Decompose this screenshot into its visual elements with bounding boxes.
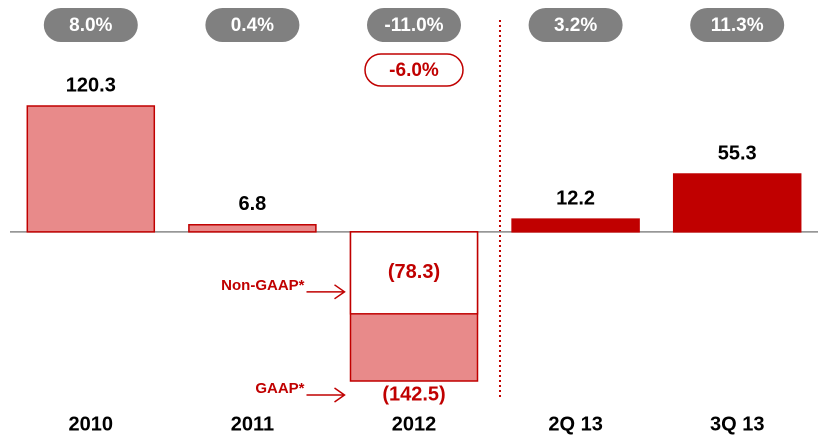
x-tick-label: 2010 bbox=[69, 413, 114, 435]
bar bbox=[349, 231, 479, 315]
margin-badge bbox=[205, 8, 300, 42]
x-tick-label: 2012 bbox=[392, 413, 437, 435]
value-label: 55.3 bbox=[718, 142, 757, 164]
series-label: Non-GAAP* bbox=[221, 277, 304, 294]
margin-badge bbox=[367, 8, 461, 42]
series-label: GAAP* bbox=[255, 380, 304, 397]
margin-badge bbox=[528, 8, 623, 42]
margin-label: -11.0% bbox=[384, 15, 443, 36]
value-label: 120.3 bbox=[66, 74, 116, 96]
margin-label: 3.2% bbox=[554, 15, 597, 36]
margin-label: -6.0% bbox=[389, 60, 439, 81]
margin-label: 11.3% bbox=[711, 15, 764, 36]
margin-badge bbox=[364, 53, 464, 87]
x-tick-label: 3Q 13 bbox=[710, 413, 764, 435]
bar bbox=[188, 224, 317, 233]
value-label: (78.3) bbox=[388, 261, 440, 283]
value-label: (142.5) bbox=[382, 383, 445, 405]
margin-label: 0.4% bbox=[231, 15, 274, 36]
margin-label: 8.0% bbox=[69, 15, 112, 36]
arrow-head bbox=[334, 284, 346, 300]
value-label: 12.2 bbox=[556, 187, 595, 209]
bar bbox=[511, 218, 640, 233]
arrow-head bbox=[334, 387, 346, 403]
margin-badge bbox=[43, 8, 138, 42]
margin-badge bbox=[690, 8, 785, 42]
bar bbox=[26, 105, 156, 233]
x-tick-label: 2Q 13 bbox=[548, 413, 602, 435]
value-label: 6.8 bbox=[238, 193, 266, 215]
x-tick-label: 2011 bbox=[231, 413, 274, 435]
bar bbox=[672, 173, 802, 233]
